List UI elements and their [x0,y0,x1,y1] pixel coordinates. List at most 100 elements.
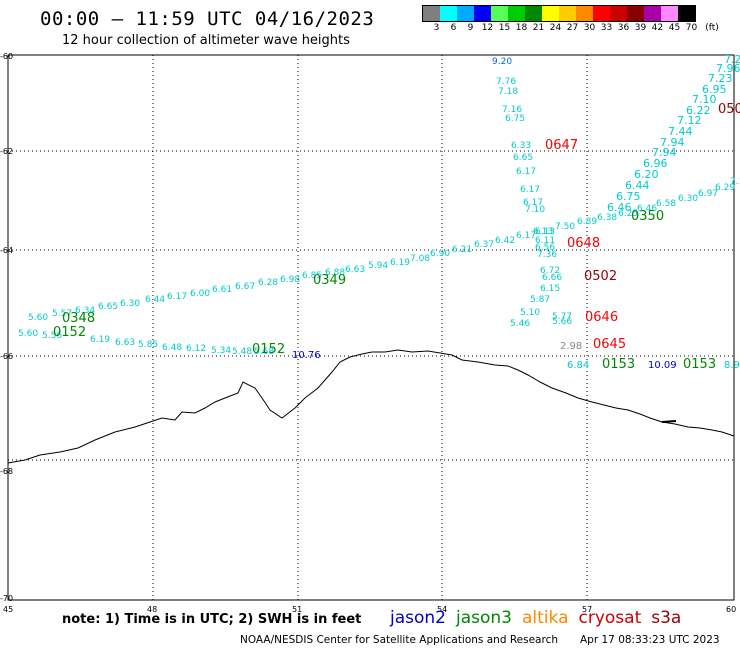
colorbar-label: 42 [651,23,664,33]
swh-value: 6.30 [120,299,140,309]
swh-value: 5.48 [232,347,252,357]
swh-value: 6.34 [75,306,95,316]
swh-value: 6.12 [186,344,206,354]
swh-value: 6.44 [625,179,650,192]
colorbar-swatch [491,6,508,21]
swh-value: 6.25 [618,209,638,219]
colorbar-swatch [678,6,695,21]
swh-value: 2.98 [560,341,582,352]
colorbar-label: 3 [433,23,440,33]
swh-value: 7.23 [708,72,733,85]
colorbar-swatch [661,6,678,21]
track-cyan-lower: 5.60 5.56 6.19 6.63 5.85 6.48 6.12 5.34 … [18,329,274,357]
colorbar-label: 30 [583,23,596,33]
swh-value: 7.36 [537,250,557,260]
swh-value: 6.65 [513,153,533,163]
swh-value: 5.94 [368,261,388,271]
swh-value: 7.10 [525,205,545,215]
track-cyan-north-east: 7.2 7.96 7.23 6.95 7.10 6.22 7.12 7.44 7… [607,53,740,214]
colorbar-swatch [627,6,644,21]
colorbar-swatch [610,6,627,21]
swh-value: 6.90 [430,249,450,259]
swh-value: 6.19 [90,335,110,345]
swh-value: 6.00 [190,289,210,299]
swh-value: 5.77 [552,312,572,322]
colorbar-label: 27 [566,23,579,33]
swh-value: 5.87 [530,295,550,305]
colorbar-label: 12 [481,23,494,33]
swh-value: 6.13 [535,227,555,237]
swh-value: 6.66 [542,273,562,283]
colorbar-label: 45 [668,23,681,33]
s3a-time-labels: 0502 050 [584,102,740,284]
grid-lines [8,55,734,600]
colorbar-labels: 3 6 9 12 15 18 21 24 27 30 33 36 39 42 45 70 (ft) [422,23,732,35]
swh-value: 6.98 [280,275,300,285]
time-label: 0646 [585,310,618,325]
lon-label: 51 [292,605,302,614]
legend-item-s3a: s3a [651,608,682,628]
swh-value: 6.15 [540,284,560,294]
time-label: 0647 [545,138,578,153]
lat-label: -68 [0,467,13,476]
swh-value: 6.22 [686,104,711,117]
colorbar-label: 6 [450,23,457,33]
swh-value: 9.20 [492,57,512,67]
colorbar-swatch [542,6,559,21]
swh-value: 7.16 [502,105,522,115]
swh-value: 5.57 [52,309,72,319]
colorbar-label: 70 [685,23,698,33]
lat-label: -60 [0,52,13,61]
legend-item-jason3: jason3 [456,608,512,628]
footer-note: note: 1) Time is in UTC; 2) SWH is in fe… [62,612,362,627]
swh-value: 7.15 [730,177,740,187]
swh-value: 6.30 [678,194,698,204]
generated-timestamp: Apr 17 08:33:23 UTC 2023 [580,634,720,646]
swh-value: 6.96 [643,157,668,170]
lon-label: 48 [147,605,157,614]
lon-label: 57 [582,605,592,614]
swh-value: 6.17 [520,185,540,195]
swh-value: 6.29 [715,183,735,193]
swh-value: 7.50 [555,222,575,232]
time-label: 0153 [683,357,716,372]
swh-value: 6.17 [523,198,543,208]
swh-value: 6.38 [597,213,617,223]
swh-value: 5.34 [211,346,231,356]
swh-value: 6.28 [258,278,278,288]
colorbar-label: 33 [600,23,613,33]
swh-value: 6.95 [702,83,727,96]
swh-value: 5.68 [254,347,274,357]
satellite-legend: jason2 jason3 altika cryosat s3a [390,608,681,628]
lat-label: -62 [0,147,13,156]
swh-value: 6.46 [637,204,657,214]
colorbar-swatch [559,6,576,21]
swh-value: 6.58 [656,199,676,209]
swh-value: 7.2 [724,53,740,66]
swh-value: 5.56 [42,331,62,341]
colorbar-swatch [508,6,525,21]
swh-value: 6.75 [505,114,525,124]
swh-value: 7.08 [410,254,430,264]
time-label: 0648 [567,236,600,251]
swh-value: 6.21 [452,245,472,255]
swh-value: 6.17 [516,231,536,241]
colorbar-swatch [423,6,440,21]
colorbar-swatch [593,6,610,21]
colorbar-label: 9 [467,23,474,33]
colorbar-swatch [525,6,542,21]
swh-value: 6.13 [533,227,553,237]
lat-labels: -60 -62 -64 -66 -68 -70 [0,52,13,603]
colorbar-swatch [474,6,491,21]
swh-value: 6.89 [577,217,597,227]
swh-value: 7.44 [668,125,693,138]
lon-label: 54 [437,605,447,614]
time-label: 0350 [631,209,664,224]
swh-value: 6.75 [616,190,641,203]
legend-item-altika: altika [522,608,569,628]
swh-value: 6.85 [302,271,322,281]
colorbar-label: 36 [617,23,630,33]
swh-value: 6.11 [535,236,555,246]
page-subtitle: 12 hour collection of altimeter wave hei… [62,33,350,48]
